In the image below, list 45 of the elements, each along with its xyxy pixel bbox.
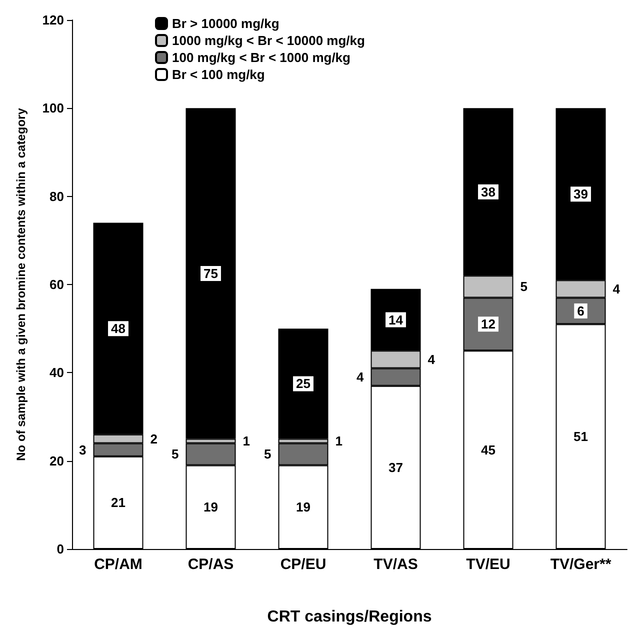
y-tick-label: 40 [50,365,64,380]
x-tick-label: CP/AS [188,556,234,573]
legend-label: Br > 10000 mg/kg [172,16,280,31]
data-label: 5 [520,279,528,294]
x-tick-label: CP/AM [94,556,142,573]
data-label: 37 [388,460,403,475]
data-label: 38 [481,184,496,200]
y-tick-label: 120 [42,12,64,28]
data-label: 48 [111,321,126,336]
x-tick-label: TV/EU [466,556,510,573]
x-axis-title: CRT casings/Regions [267,608,432,626]
y-tick-label: 80 [50,188,64,204]
data-label: 4 [612,281,621,296]
x-tick-label: TV/Ger** [550,556,612,573]
legend-label: 100 mg/kg < Br < 1000 mg/kg [172,50,351,65]
data-label: 75 [204,266,218,281]
x-tick-label: CP/EU [280,556,326,573]
y-tick-label: 20 [50,453,64,468]
data-label: 39 [574,186,588,202]
data-label: 1 [242,433,250,448]
data-label: 21 [111,495,126,510]
data-label: 5 [264,446,272,462]
legend-label: Br < 100 mg/kg [172,67,265,82]
x-tick-label: TV/AS [374,556,418,573]
y-tick-label: 100 [42,100,64,116]
data-label: 19 [204,500,218,515]
data-label: 4 [356,370,365,385]
bar [278,328,328,439]
data-label: 1 [335,433,342,448]
y-tick-label: 60 [50,277,64,292]
y-tick-label: 0 [56,542,64,556]
data-label: 51 [574,429,588,444]
data-label: 45 [481,442,496,458]
data-label: 4 [428,352,436,367]
data-label: 5 [172,446,179,462]
data-label: 19 [296,500,310,515]
legend-label: 1000 mg/kg < Br < 10000 mg/kg [172,33,365,48]
data-label: 6 [577,303,584,318]
data-label: 14 [388,312,404,328]
data-label: 12 [481,316,496,332]
y-axis-title: No of sample with a given bromine contents within a category [14,108,28,461]
bar [186,108,236,439]
data-label: 2 [150,431,158,446]
data-label: 25 [296,376,310,392]
data-label: 3 [79,442,86,458]
